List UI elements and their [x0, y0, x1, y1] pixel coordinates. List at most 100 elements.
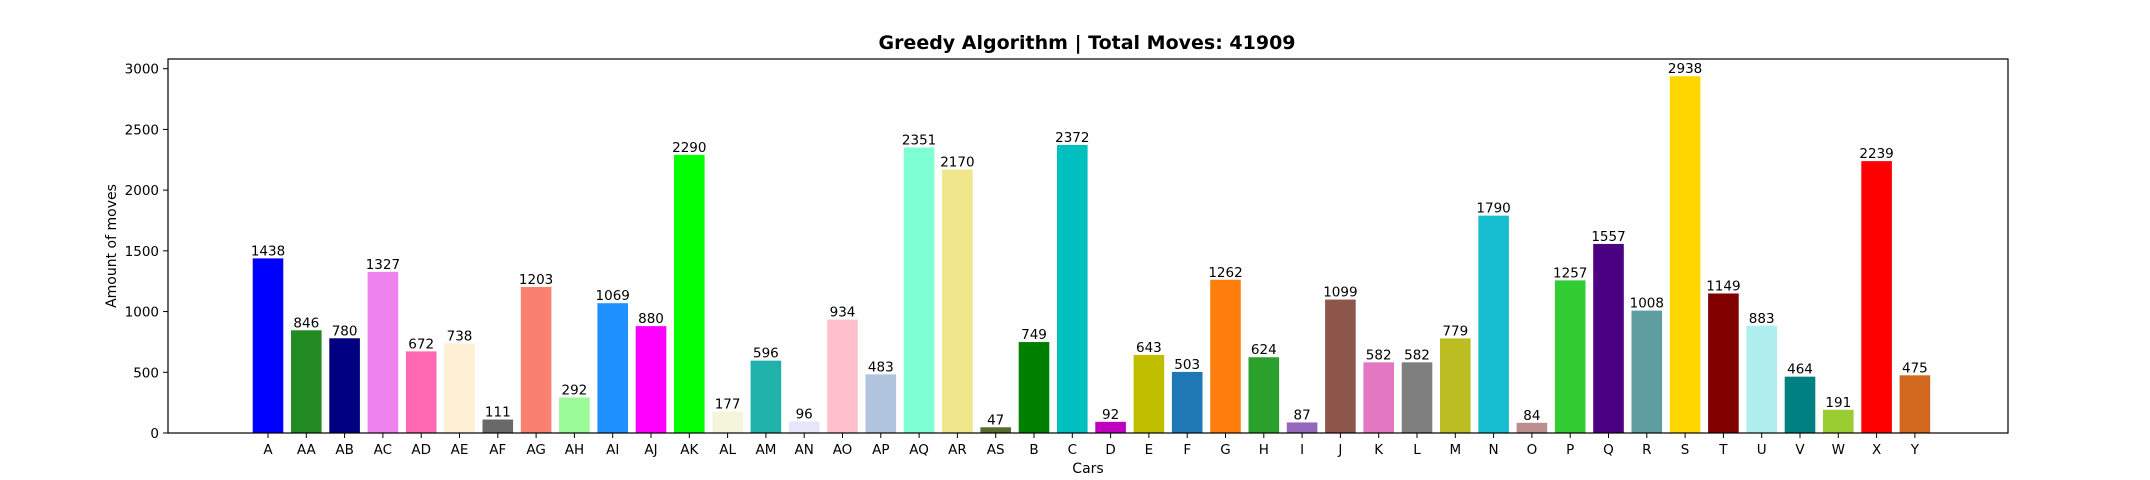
x-tick-label: AS — [987, 442, 1005, 458]
data-label: 292 — [562, 383, 588, 399]
data-label: 1790 — [1476, 201, 1510, 217]
bar-ae — [444, 343, 475, 433]
bar-af — [482, 419, 514, 433]
y-tick-label: 3000 — [125, 62, 159, 78]
bar-ab — [329, 338, 360, 433]
data-label: 191 — [1825, 395, 1851, 411]
bar-ah — [559, 397, 590, 433]
bar-p — [1554, 280, 1586, 433]
x-tick-label: W — [1832, 442, 1845, 458]
data-label: 1008 — [1630, 296, 1664, 312]
data-label: 464 — [1787, 362, 1813, 378]
data-label: 2938 — [1668, 61, 1702, 77]
bar-i — [1286, 422, 1318, 433]
x-tick-label: L — [1413, 442, 1421, 458]
x-tick-label: K — [1374, 442, 1384, 458]
x-tick-label: I — [1300, 442, 1304, 458]
x-tick-label: AF — [489, 442, 506, 458]
bar-ac — [367, 271, 399, 433]
x-tick-label: AK — [680, 442, 699, 458]
data-label: 1262 — [1208, 265, 1242, 281]
bar-h — [1248, 357, 1280, 433]
x-tick-label: N — [1489, 442, 1499, 458]
plot-area: 0 500 1000 1500 2000 2500 3000 A 1438 AA 846 AB 780 A… — [125, 61, 1931, 458]
x-tick-label: AM — [755, 442, 776, 458]
data-label: 738 — [447, 328, 473, 344]
x-tick-label: A — [263, 442, 273, 458]
data-label: 1327 — [366, 257, 400, 273]
x-axis-label: Cars — [1072, 461, 1103, 477]
data-label: 596 — [753, 346, 779, 362]
data-label: 92 — [1102, 407, 1119, 423]
bar-d — [1095, 421, 1126, 433]
bar-al — [712, 411, 743, 433]
x-tick-label: AL — [719, 442, 736, 458]
x-tick-label: AB — [335, 442, 354, 458]
x-tick-label: AP — [872, 442, 889, 458]
bar-ai — [597, 303, 628, 433]
bar-ao — [827, 319, 858, 433]
bar-g — [1210, 279, 1241, 433]
data-label: 2239 — [1859, 146, 1893, 162]
bar-aa — [291, 330, 322, 433]
bar-ap — [865, 374, 897, 433]
x-tick-label: M — [1449, 442, 1461, 458]
bar-s — [1669, 76, 1701, 433]
bar-l — [1401, 362, 1433, 433]
y-tick-label: 1000 — [125, 305, 159, 321]
x-tick-label: AG — [526, 442, 545, 458]
bar-ad — [405, 351, 437, 433]
bar-b — [1018, 342, 1050, 433]
bar-x — [1861, 161, 1892, 433]
bar-v — [1784, 376, 1816, 433]
data-label: 624 — [1251, 342, 1277, 358]
bar-t — [1708, 293, 1739, 433]
data-label: 582 — [1366, 347, 1392, 363]
x-tick-label: S — [1681, 442, 1690, 458]
data-label: 2170 — [940, 155, 974, 171]
bar-r — [1631, 310, 1663, 433]
data-label: 2290 — [672, 140, 706, 156]
bar-y — [1899, 375, 1931, 433]
x-tick-label: E — [1145, 442, 1154, 458]
x-tick-label: C — [1068, 442, 1077, 458]
data-label: 111 — [485, 405, 511, 421]
data-label: 779 — [1442, 323, 1468, 339]
x-tick-label: AI — [606, 442, 619, 458]
bar-o — [1516, 422, 1548, 433]
data-label: 780 — [332, 323, 358, 339]
data-label: 1203 — [519, 272, 553, 288]
x-tick-label: AR — [948, 442, 967, 458]
data-label: 883 — [1749, 311, 1775, 327]
x-tick-label: X — [1872, 442, 1881, 458]
plot-frame — [167, 58, 2009, 434]
x-tick-label: AJ — [644, 442, 657, 458]
data-label: 2351 — [902, 133, 936, 149]
x-tick-label: AA — [297, 442, 317, 458]
bar-ar — [942, 169, 973, 433]
bar-as — [980, 427, 1011, 433]
y-tick-label: 2000 — [125, 183, 159, 199]
bar-m — [1440, 338, 1471, 433]
data-label: 1257 — [1553, 265, 1587, 281]
data-label: 1149 — [1706, 278, 1740, 294]
data-label: 1069 — [596, 288, 630, 304]
bar-aq — [903, 147, 935, 433]
x-tick-label: R — [1642, 442, 1651, 458]
data-label: 47 — [987, 412, 1004, 428]
bar-e — [1133, 354, 1165, 433]
bar-j — [1325, 299, 1356, 433]
x-tick-label: AD — [411, 442, 431, 458]
x-tick-label: AO — [833, 442, 853, 458]
data-label: 672 — [408, 336, 434, 352]
bar-w — [1823, 409, 1854, 433]
data-label: 1099 — [1323, 285, 1357, 301]
y-tick-label: 500 — [133, 365, 159, 381]
y-axis-label: Amount of moves — [104, 184, 120, 308]
data-label: 96 — [796, 406, 813, 422]
data-label: 846 — [293, 315, 319, 331]
x-tick-label: P — [1566, 442, 1574, 458]
x-tick-label: H — [1259, 442, 1269, 458]
data-label: 475 — [1902, 360, 1928, 376]
